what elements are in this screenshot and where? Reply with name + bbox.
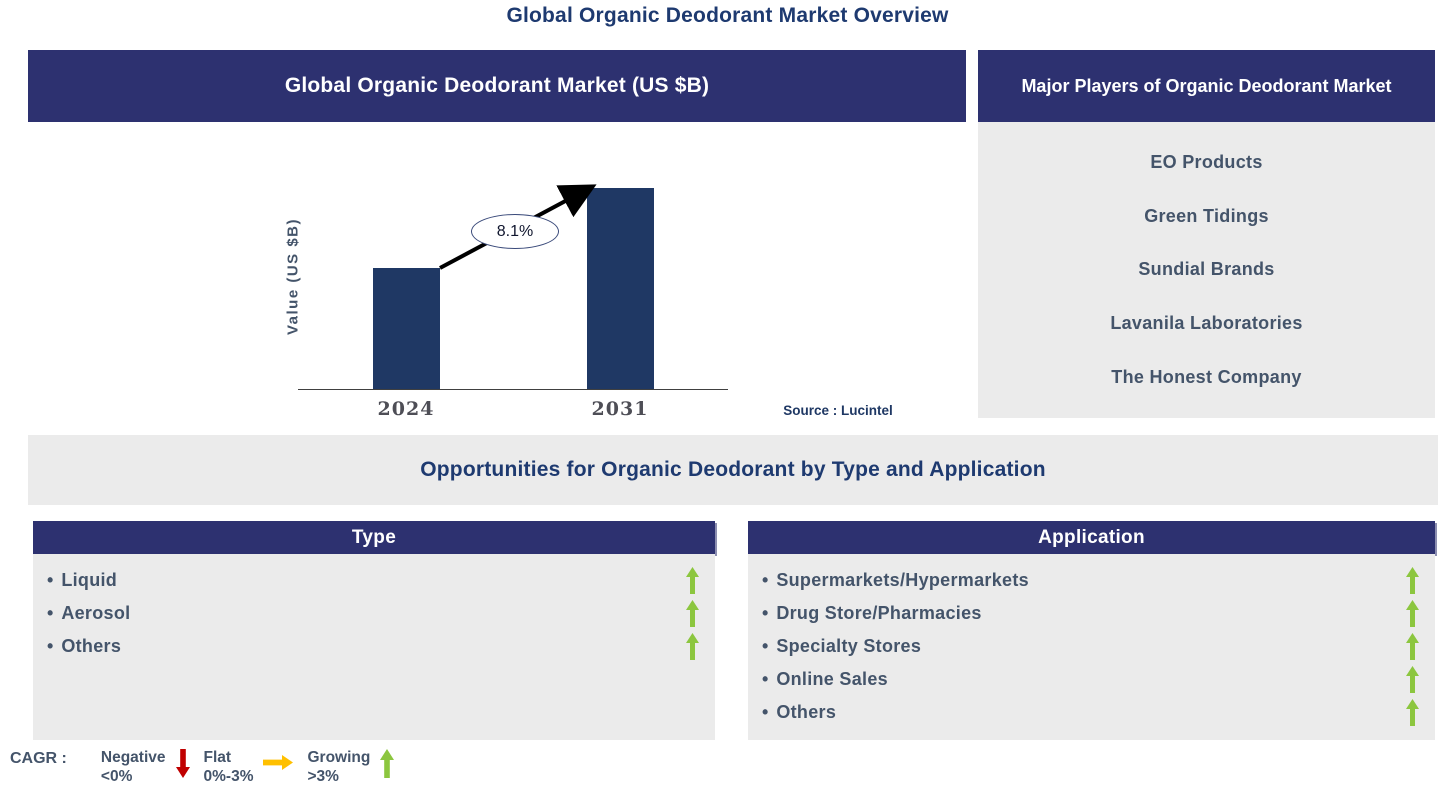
growing-up-arrow-icon bbox=[686, 567, 699, 594]
growing-up-arrow-icon bbox=[686, 633, 699, 660]
application-item-label: Others bbox=[776, 702, 837, 722]
type-panel-header: Type bbox=[33, 521, 715, 554]
major-players-header: Major Players of Organic Deodorant Marke… bbox=[978, 50, 1435, 122]
player-item: Green Tidings bbox=[1144, 205, 1269, 226]
growing-up-arrow-icon bbox=[1406, 666, 1419, 693]
market-chart: Value (US $B) 8.1% 2024 2031 Source : Lu… bbox=[28, 122, 966, 434]
major-players-panel: Major Players of Organic Deodorant Marke… bbox=[978, 50, 1435, 418]
bar-2024 bbox=[373, 268, 440, 389]
application-item-label: Specialty Stores bbox=[776, 636, 922, 656]
list-item: • Aerosol bbox=[33, 597, 715, 630]
growing-up-arrow-icon bbox=[1406, 567, 1419, 594]
player-item: The Honest Company bbox=[1111, 366, 1302, 387]
bullet-glyph: • bbox=[762, 669, 769, 689]
application-item-label: Drug Store/Pharmacies bbox=[776, 603, 982, 623]
major-players-list: EO Products Green Tidings Sundial Brands… bbox=[978, 122, 1435, 418]
cagr-legend-label: CAGR : bbox=[10, 750, 67, 767]
bullet-glyph: • bbox=[762, 570, 769, 590]
legend-range: 0%-3% bbox=[203, 768, 254, 786]
list-item: • Online Sales bbox=[748, 663, 1435, 696]
application-panel: Application • Supermarkets/Hypermarkets … bbox=[748, 521, 1435, 740]
list-item: • Others bbox=[33, 630, 715, 663]
type-item-label: Liquid bbox=[61, 570, 118, 590]
application-item-label: Online Sales bbox=[776, 669, 888, 689]
application-panel-header: Application bbox=[748, 521, 1435, 554]
cagr-value: 8.1% bbox=[496, 222, 534, 240]
player-item: Lavanila Laboratories bbox=[1110, 313, 1303, 334]
application-item-label: Supermarkets/Hypermarkets bbox=[776, 570, 1029, 590]
growing-up-arrow-icon bbox=[686, 600, 699, 627]
growing-up-arrow-icon bbox=[1406, 600, 1419, 627]
flat-right-arrow-icon bbox=[263, 755, 294, 770]
legend-name: Growing bbox=[307, 749, 371, 766]
source-note: Source : Lucintel bbox=[783, 403, 893, 418]
bullet-glyph: • bbox=[47, 570, 54, 590]
legend-range: >3% bbox=[307, 768, 339, 786]
list-item: • Specialty Stores bbox=[748, 630, 1435, 663]
type-panel: Type • Liquid • Aerosol • Others bbox=[33, 521, 715, 740]
growing-up-arrow-icon bbox=[380, 749, 395, 778]
opportunities-title: Opportunities for Organic Deodorant by T… bbox=[420, 458, 1046, 481]
list-item: • Liquid bbox=[33, 564, 715, 597]
growing-up-arrow-icon bbox=[1406, 699, 1419, 726]
legend-entry-flat: Flat 0%-3% bbox=[204, 748, 294, 787]
bullet-glyph: • bbox=[762, 603, 769, 623]
market-chart-header: Global Organic Deodorant Market (US $B) bbox=[28, 50, 966, 122]
x-axis bbox=[298, 389, 728, 390]
legend-name: Negative bbox=[100, 749, 166, 766]
legend-name: Flat bbox=[203, 749, 232, 766]
type-panel-body: • Liquid • Aerosol • Others bbox=[33, 554, 715, 740]
list-item: • Supermarkets/Hypermarkets bbox=[748, 564, 1435, 597]
application-panel-body: • Supermarkets/Hypermarkets • Drug Store… bbox=[748, 554, 1435, 740]
cagr-legend: CAGR : Negative <0% Flat 0%-3% Growing >… bbox=[10, 748, 408, 787]
legend-entry-growing: Growing >3% bbox=[307, 748, 395, 787]
page-title: Global Organic Deodorant Market Overview bbox=[506, 4, 949, 27]
legend-entry-negative: Negative <0% bbox=[101, 748, 190, 787]
bullet-glyph: • bbox=[47, 636, 54, 656]
x-tick-2024: 2024 bbox=[377, 398, 435, 420]
bullet-glyph: • bbox=[762, 702, 769, 722]
bar-2031 bbox=[587, 188, 654, 389]
growth-arrow-icon bbox=[439, 184, 597, 270]
bullet-glyph: • bbox=[762, 636, 769, 656]
list-item: • Others bbox=[748, 696, 1435, 729]
type-item-label: Aerosol bbox=[61, 603, 131, 623]
list-item: • Drug Store/Pharmacies bbox=[748, 597, 1435, 630]
cagr-bubble: 8.1% bbox=[471, 214, 559, 249]
type-item-label: Others bbox=[61, 636, 122, 656]
player-item: Sundial Brands bbox=[1138, 259, 1275, 280]
legend-range: <0% bbox=[100, 768, 133, 786]
y-axis-label: Value (US $B) bbox=[284, 217, 302, 336]
bullet-glyph: • bbox=[47, 603, 54, 623]
player-item: EO Products bbox=[1150, 152, 1263, 173]
growing-up-arrow-icon bbox=[1406, 633, 1419, 660]
opportunities-band: Opportunities for Organic Deodorant by T… bbox=[28, 435, 1438, 505]
x-tick-2031: 2031 bbox=[591, 398, 649, 420]
negative-down-arrow-icon bbox=[175, 749, 190, 778]
